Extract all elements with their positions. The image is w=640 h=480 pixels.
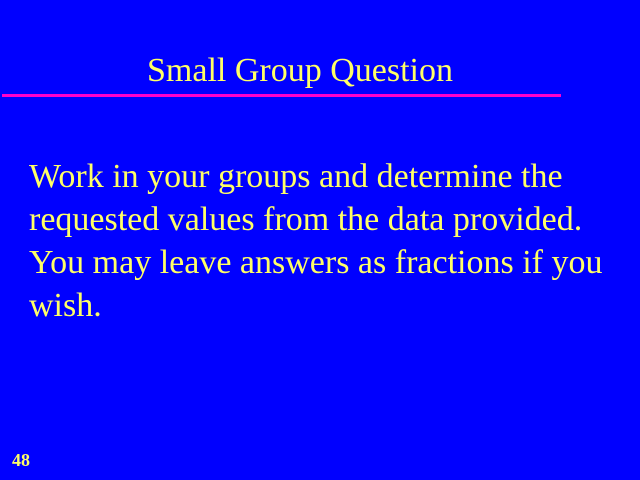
slide-title: Small Group Question — [147, 52, 453, 89]
slide-body-text: Work in your groups and determine the re… — [29, 158, 603, 324]
title-underline — [2, 94, 561, 97]
slide-number: 48 — [12, 450, 30, 470]
